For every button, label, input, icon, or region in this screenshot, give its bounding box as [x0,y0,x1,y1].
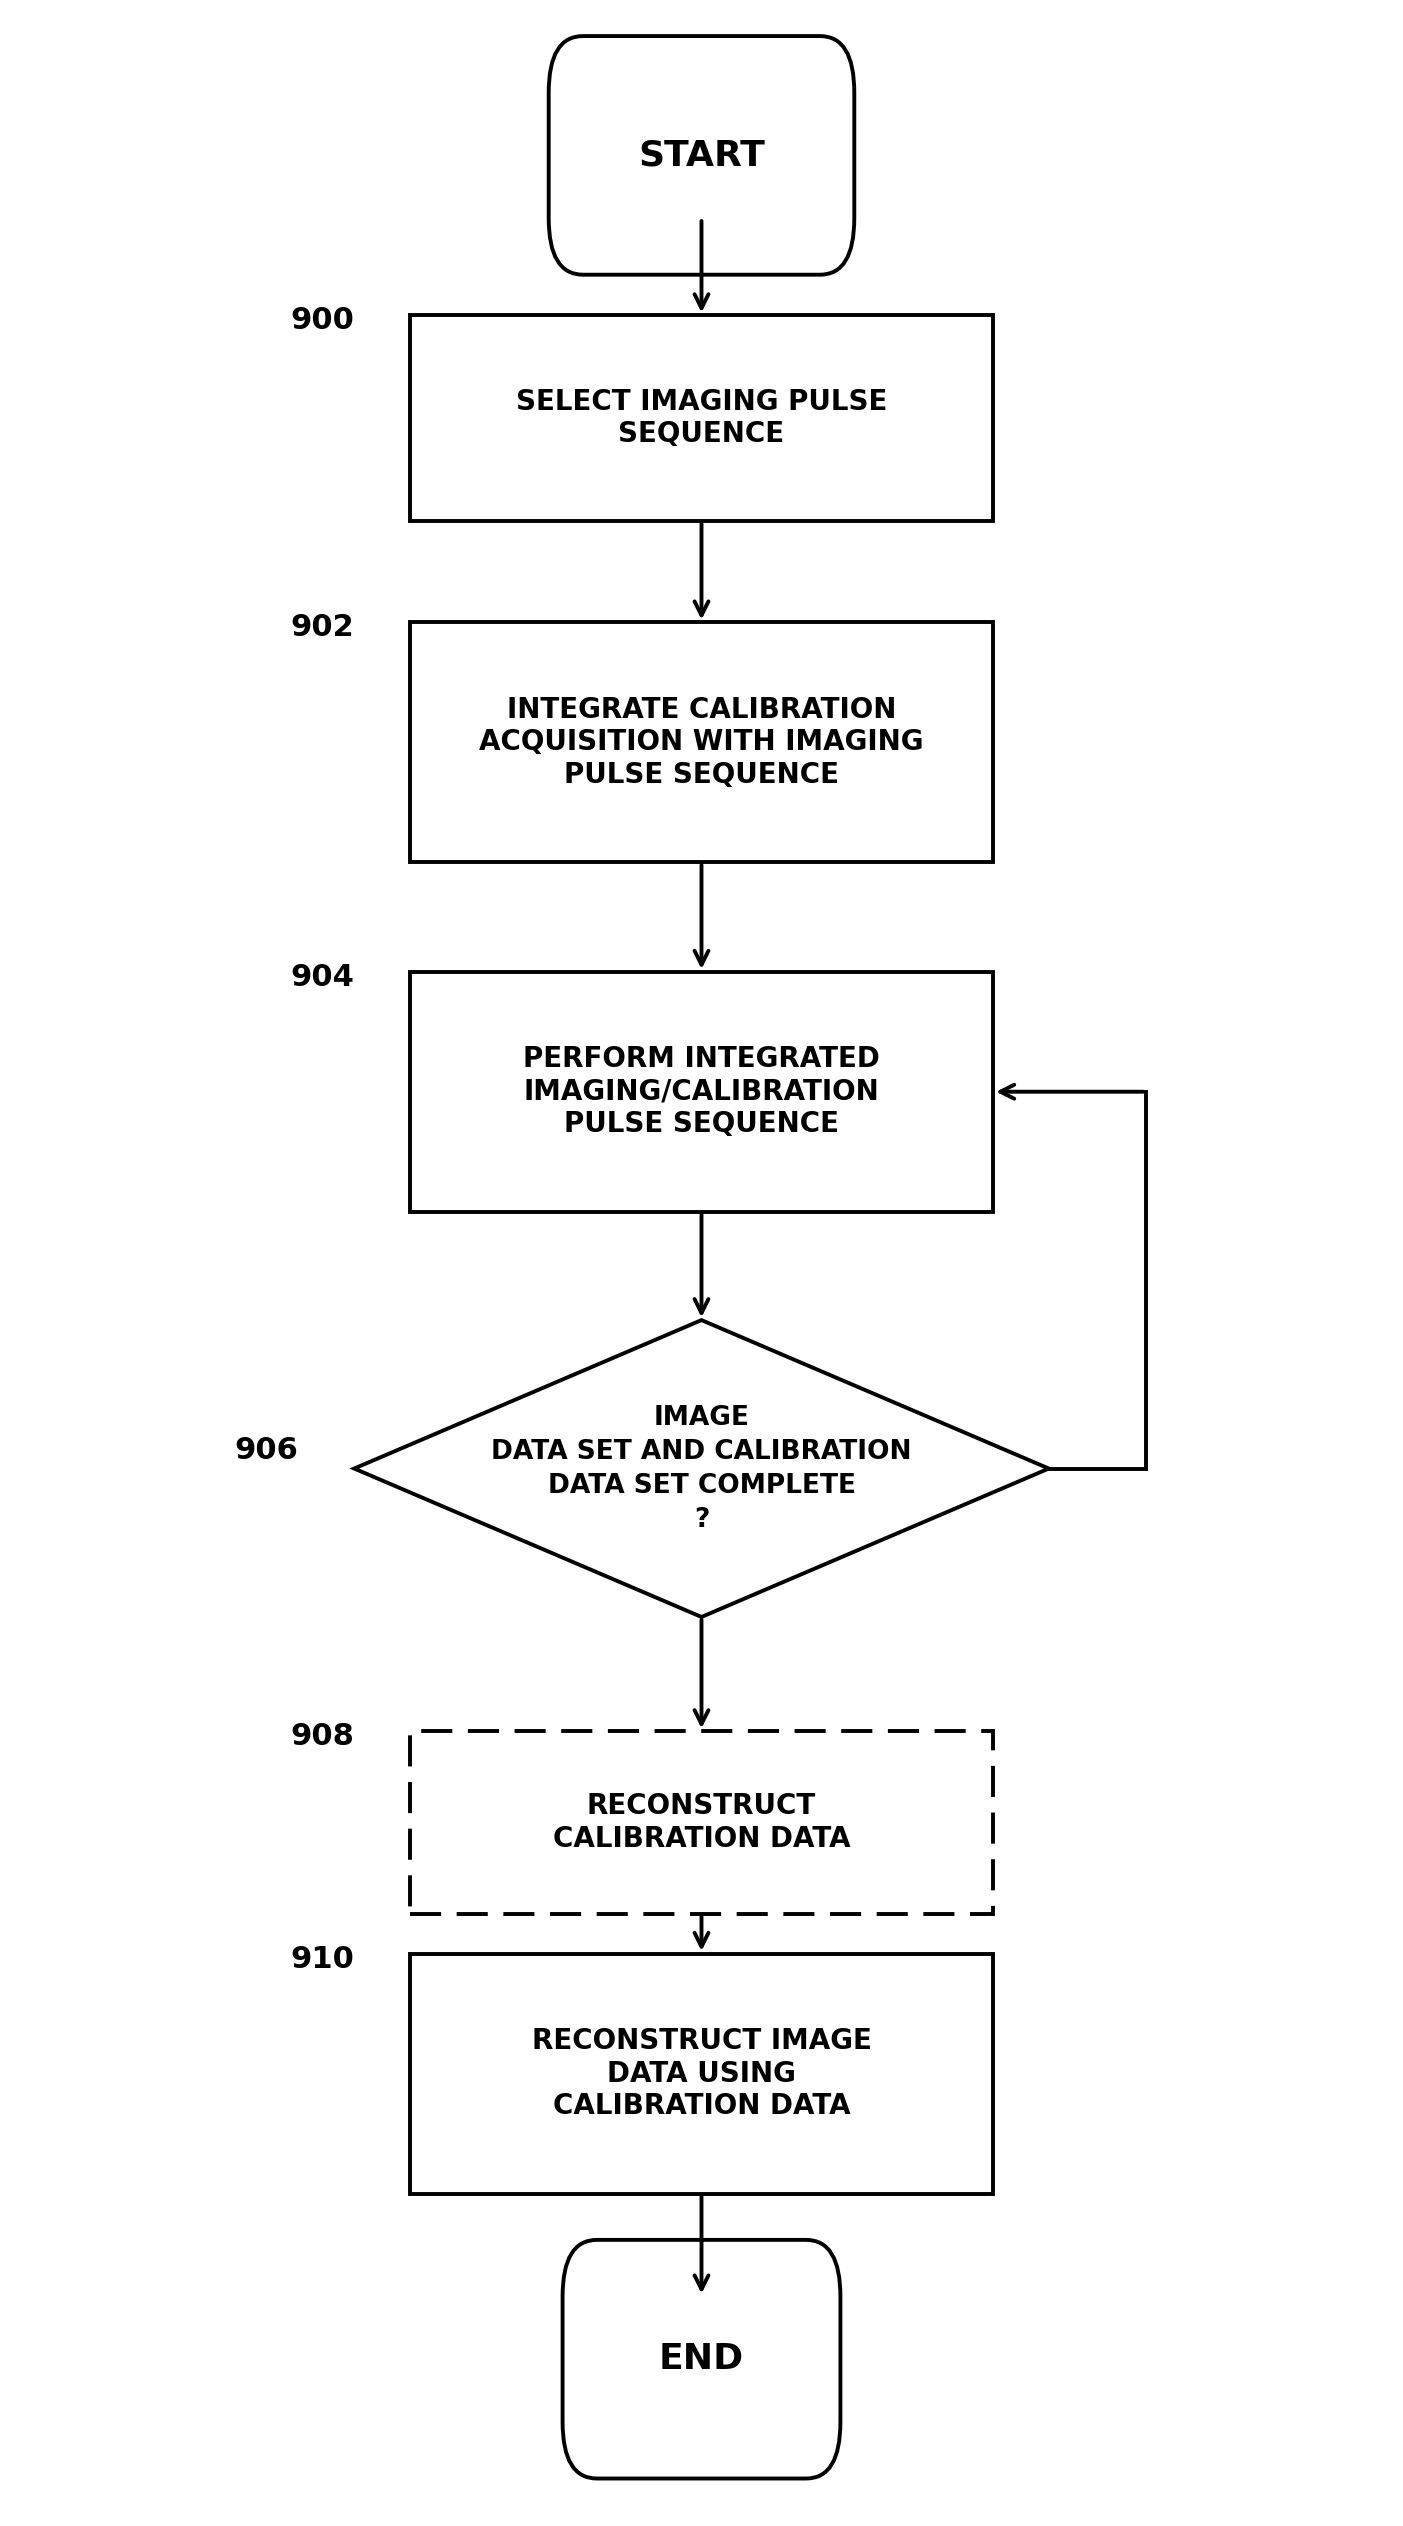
Text: SELECT IMAGING PULSE
SEQUENCE: SELECT IMAGING PULSE SEQUENCE [516,389,887,447]
Bar [410,316,993,520]
Text: 902: 902 [290,614,354,642]
FancyBboxPatch shape [549,35,854,275]
Text: RECONSTRUCT IMAGE
DATA USING
CALIBRATION DATA: RECONSTRUCT IMAGE DATA USING CALIBRATION… [532,2028,871,2119]
FancyBboxPatch shape [563,2241,840,2478]
Bar [410,973,993,1212]
Text: END: END [659,2342,744,2377]
Text: IMAGE
DATA SET AND CALIBRATION
DATA SET COMPLETE
?: IMAGE DATA SET AND CALIBRATION DATA SET … [491,1404,912,1533]
Text: 910: 910 [290,1945,354,1973]
Text: INTEGRATE CALIBRATION
ACQUISITION WITH IMAGING
PULSE SEQUENCE: INTEGRATE CALIBRATION ACQUISITION WITH I… [480,695,923,788]
Text: 906: 906 [234,1435,299,1465]
Polygon shape [354,1321,1049,1617]
Text: PERFORM INTEGRATED
IMAGING/CALIBRATION
PULSE SEQUENCE: PERFORM INTEGRATED IMAGING/CALIBRATION P… [523,1046,880,1139]
Bar [410,1953,993,2193]
Bar [410,1730,993,1915]
Text: 904: 904 [290,962,354,993]
Text: START: START [638,139,765,172]
Bar [410,621,993,861]
Text: RECONSTRUCT
CALIBRATION DATA: RECONSTRUCT CALIBRATION DATA [553,1793,850,1852]
Text: 908: 908 [290,1723,354,1751]
Text: 900: 900 [290,306,354,336]
